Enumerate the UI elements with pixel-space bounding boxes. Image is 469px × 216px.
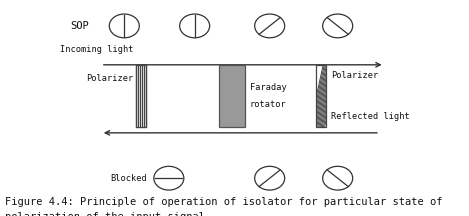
Ellipse shape [154,166,184,190]
Text: Polarizer: Polarizer [331,71,378,80]
Text: Incoming light: Incoming light [60,45,133,54]
Text: Reflected light: Reflected light [331,112,410,121]
Text: Figure 4.4: Principle of operation of isolator for particular state of: Figure 4.4: Principle of operation of is… [5,197,442,206]
Text: SOP: SOP [70,21,89,31]
Ellipse shape [323,166,353,190]
Ellipse shape [255,166,285,190]
Ellipse shape [109,14,139,38]
Bar [316,65,326,127]
Ellipse shape [255,14,285,38]
Ellipse shape [180,14,210,38]
Text: Blocked: Blocked [110,174,147,183]
Text: polarization of the input signal: polarization of the input signal [5,212,204,216]
Text: Faraday: Faraday [250,83,287,92]
Ellipse shape [323,14,353,38]
Bar [219,65,245,127]
Bar [136,65,146,127]
Text: Polarizer: Polarizer [86,74,133,83]
Text: rotator: rotator [250,100,287,109]
